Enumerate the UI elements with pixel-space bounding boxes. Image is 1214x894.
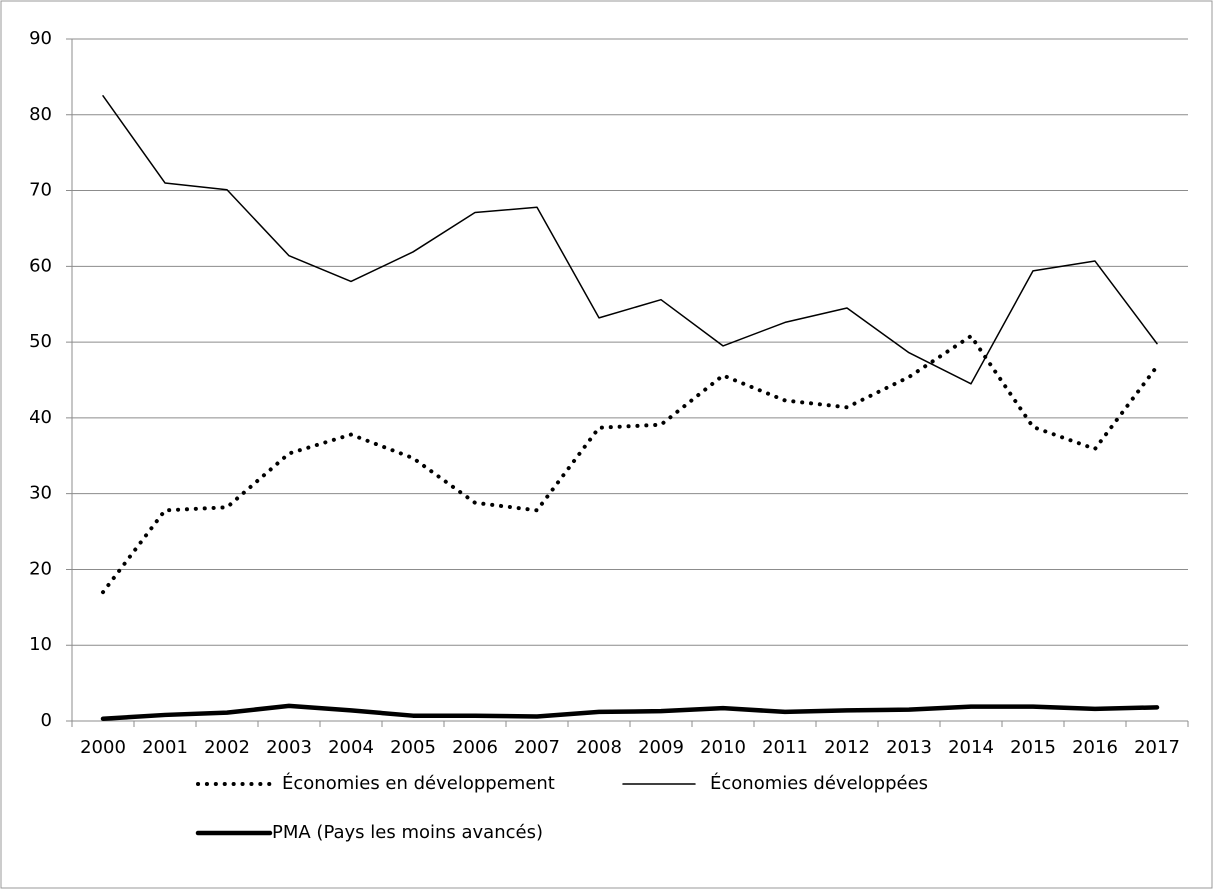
- series-line: [100, 703, 1160, 721]
- x-tick-label: 2014: [948, 737, 994, 758]
- legend-label: PMA (Pays les moins avancés): [272, 822, 543, 843]
- y-tick-label: 40: [29, 407, 52, 428]
- x-tick-label: 2002: [204, 737, 250, 758]
- x-tick-label: 2004: [328, 737, 374, 758]
- x-tick-label: 2007: [514, 737, 560, 758]
- x-tick-label: 2015: [1010, 737, 1056, 758]
- x-tick-label: 2010: [700, 737, 746, 758]
- y-tick-label: 70: [29, 180, 52, 201]
- x-tick-label: 2016: [1072, 737, 1118, 758]
- x-tick-label: 2012: [824, 737, 870, 758]
- x-tick-label: 2000: [80, 737, 126, 758]
- x-tick-label: 2017: [1134, 737, 1180, 758]
- y-tick-label: 10: [29, 634, 52, 655]
- x-tick-label: 2009: [638, 737, 684, 758]
- x-tick-label: 2008: [576, 737, 622, 758]
- y-tick-label: 20: [29, 558, 52, 579]
- series-line: [101, 334, 1159, 595]
- y-tick-label: 50: [29, 331, 52, 352]
- x-tick-label: 2003: [266, 737, 312, 758]
- x-tick-label: 2011: [762, 737, 808, 758]
- y-tick-label: 0: [41, 710, 52, 731]
- y-tick-label: 30: [29, 483, 52, 504]
- y-tick-label: 90: [29, 28, 52, 49]
- x-tick-label: 2006: [452, 737, 498, 758]
- legend-label: Économies en développement: [282, 772, 555, 794]
- y-tick-label: 80: [29, 104, 52, 125]
- series-line: [102, 95, 1158, 385]
- x-tick-label: 2001: [142, 737, 188, 758]
- x-tick-label: 2013: [886, 737, 932, 758]
- x-tick-label: 2005: [390, 737, 436, 758]
- y-tick-label: 60: [29, 255, 52, 276]
- legend-label: Économies développées: [710, 772, 928, 794]
